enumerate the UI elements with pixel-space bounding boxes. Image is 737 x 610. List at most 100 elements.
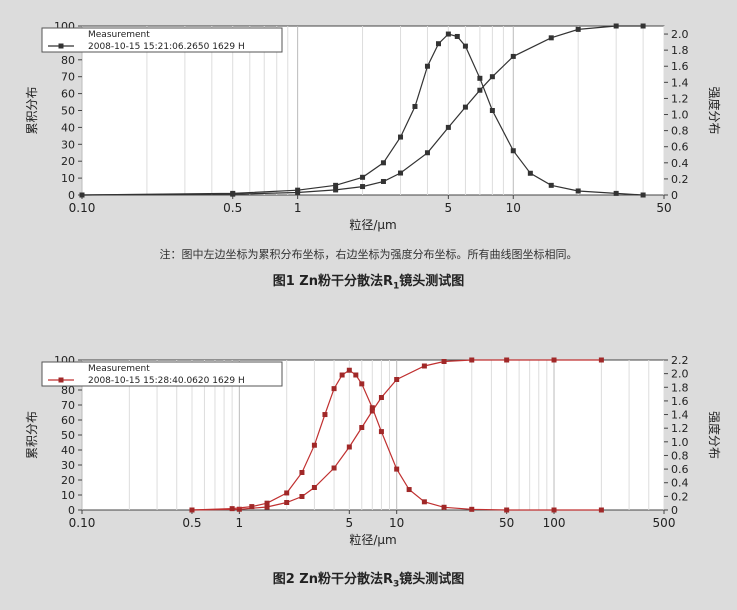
series-2-point (333, 182, 339, 188)
series-2-point (299, 470, 305, 475)
series-1-point (299, 494, 305, 499)
series-2-point (551, 507, 557, 513)
series-2-point (504, 507, 510, 513)
series-2-point (406, 487, 412, 493)
series-2-point (454, 33, 460, 39)
series-1-point (331, 465, 337, 471)
legend-box (41, 27, 283, 53)
series-1-point (398, 170, 404, 176)
series-2-point (510, 148, 516, 154)
series-1-point (469, 357, 475, 363)
legend-label: Measurement (88, 30, 150, 40)
series-2-point (284, 490, 290, 496)
series-1-point (510, 53, 516, 59)
series-2-point (421, 499, 427, 505)
series-2-point (548, 182, 554, 188)
x-tick-label: 10 (506, 201, 521, 215)
series-2-point (489, 108, 495, 113)
series-2-point (360, 174, 366, 180)
y2-tick-label: 0.2 (671, 173, 689, 186)
y2-tick-label: 0 (671, 189, 678, 202)
series-1-point (489, 74, 495, 80)
y2-tick-label: 0.4 (671, 157, 689, 170)
legend-box (41, 361, 283, 387)
series-2-point (445, 31, 451, 37)
series-2-point (229, 506, 235, 512)
series-2-point (322, 412, 328, 418)
legend-subtext: 2008-10-15 15:28:40.0620 1629 H (88, 376, 245, 386)
series-1-point (264, 504, 270, 510)
series-2-point (412, 103, 418, 109)
y-tick-label: 20 (61, 474, 75, 487)
series-1-point (424, 150, 430, 156)
series-2-point (575, 188, 581, 194)
series-1-point (311, 485, 317, 490)
series-1-point (441, 359, 447, 364)
y2-axis-label: 强度分布 (707, 411, 722, 459)
series-1-line (191, 359, 602, 511)
y2-tick-label: 2.2 (671, 354, 689, 367)
series-2-point (353, 372, 359, 378)
y2-tick-label: 1.6 (671, 395, 689, 408)
series-2-point (380, 160, 386, 166)
y2-tick-label: 1.4 (671, 76, 689, 89)
series-1-point (575, 26, 581, 32)
y-tick-label: 30 (61, 459, 75, 472)
series-1-point (421, 363, 427, 369)
series-2-point (369, 405, 375, 411)
x-tick-label: 0.5 (182, 516, 201, 530)
y-axis-label: 累积分布 (25, 411, 39, 459)
series-1-point (477, 87, 483, 93)
y2-tick-label: 0.2 (671, 490, 689, 503)
y-axis-label: 累积分布 (25, 86, 39, 134)
y-tick-label: 40 (61, 121, 75, 134)
y2-tick-label: 1.0 (671, 109, 689, 122)
series-2-point (339, 372, 345, 378)
y-tick-label: 0 (68, 189, 75, 202)
series-2-point (394, 466, 400, 472)
series-2-point (613, 190, 619, 196)
series-2-point (527, 170, 533, 176)
series-2-point (398, 134, 404, 140)
legend: Measurement 2008-10-15 15:28:40.0620 1629… (41, 361, 283, 387)
y2-tick-label: 2.0 (671, 28, 689, 41)
x-tick-label: 1 (236, 516, 244, 530)
x-axis-label: 粒径/μm (349, 217, 396, 232)
legend: Measurement 2008-10-15 15:21:06.2650 1629… (41, 27, 283, 53)
y-tick-label: 70 (61, 399, 75, 412)
series-1-point (613, 23, 619, 29)
chart-note: 注：图中左边坐标为累积分布坐标，右边坐标为强度分布坐标。所有曲线图坐标相同。 (159, 248, 578, 261)
series-1-point (360, 184, 366, 190)
series-2-point (477, 75, 483, 81)
y2-tick-label: 1.2 (671, 92, 689, 105)
y2-tick-label: 1.0 (671, 436, 689, 449)
y-tick-label: 60 (61, 414, 75, 427)
legend-marker (58, 43, 64, 49)
series-2-point (295, 187, 301, 193)
x-tick-label: 0.5 (223, 201, 242, 215)
legend-marker (58, 377, 64, 383)
y-tick-label: 10 (61, 489, 75, 502)
series-1-point (378, 395, 384, 400)
x-tick-label: 5 (445, 201, 453, 215)
figure-2-caption: 图2 Zn粉干分散法R3镜头测试图 (272, 572, 465, 590)
series-1-point (504, 357, 510, 363)
series-2-point (469, 506, 475, 512)
series-2-point (378, 429, 384, 435)
series-2-point (264, 500, 270, 506)
series-1-point (445, 124, 451, 130)
y-tick-label: 80 (61, 384, 75, 397)
series-1-point (284, 500, 290, 505)
y-tick-label: 50 (61, 105, 75, 118)
y2-tick-label: 1.6 (671, 60, 689, 73)
series-2-point (359, 381, 365, 387)
legend-label: Measurement (88, 364, 150, 374)
series-2-point (79, 192, 85, 198)
x-tick-label: 0.10 (69, 516, 96, 530)
y2-tick-label: 0.6 (671, 141, 689, 154)
series-2-point (435, 41, 441, 47)
series-2-point (640, 192, 646, 198)
series-1-point (462, 104, 468, 110)
x-tick-label: 5 (345, 516, 353, 530)
series-1-point (369, 408, 375, 414)
